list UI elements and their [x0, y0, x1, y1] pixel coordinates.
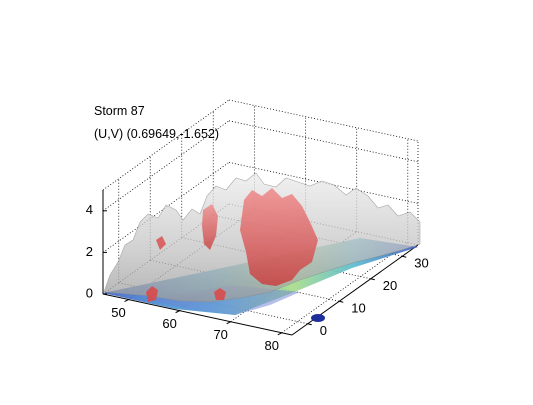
- red-isosurface-main: [240, 188, 318, 286]
- x-tick: [175, 310, 180, 314]
- red-isosurface-small-3: [156, 236, 166, 250]
- y-tick-label: 0: [320, 323, 327, 338]
- grid-line-x-floor: [281, 242, 409, 334]
- tick-marks: [103, 210, 407, 336]
- red-isosurface-small-2: [214, 288, 226, 300]
- x-tick-label: 80: [265, 338, 279, 353]
- chart-title: Storm 87: [94, 104, 145, 118]
- z-tick-label: 2: [86, 244, 93, 259]
- x-tick-label: 50: [111, 305, 125, 320]
- y-tick-label: 20: [383, 278, 397, 293]
- grid-box-top-left: [102, 99, 230, 191]
- x-axis-line: [102, 293, 293, 336]
- red-isosurface-left: [202, 204, 218, 250]
- y-tick-label: 30: [414, 256, 428, 271]
- x-tick: [226, 321, 231, 325]
- y-tick: [307, 323, 312, 326]
- y-tick: [402, 255, 407, 258]
- chart-subtitle: (U,V) (0.69649,-1.652): [94, 127, 220, 141]
- x-tick-label: 60: [162, 316, 176, 331]
- grid-box-top-back: [228, 99, 419, 142]
- y-tick: [370, 278, 375, 281]
- z-tick-label: 0: [86, 285, 93, 300]
- grid-line-z-back: [228, 120, 419, 163]
- x-tick: [124, 299, 129, 302]
- x-tick-label: 70: [213, 327, 227, 342]
- tick-labels: 50 60 70 80 0 10 20 30 0 2 4: [86, 202, 429, 353]
- x-tick: [277, 332, 283, 336]
- y-tick: [339, 300, 344, 303]
- y-tick-label: 10: [351, 301, 365, 316]
- grid-line-z-left: [102, 120, 230, 212]
- grid-line-z-left: [102, 162, 230, 253]
- base-surface-blob: [311, 314, 325, 322]
- red-isosurface-small-1: [146, 286, 158, 302]
- z-tick-label: 4: [86, 202, 93, 217]
